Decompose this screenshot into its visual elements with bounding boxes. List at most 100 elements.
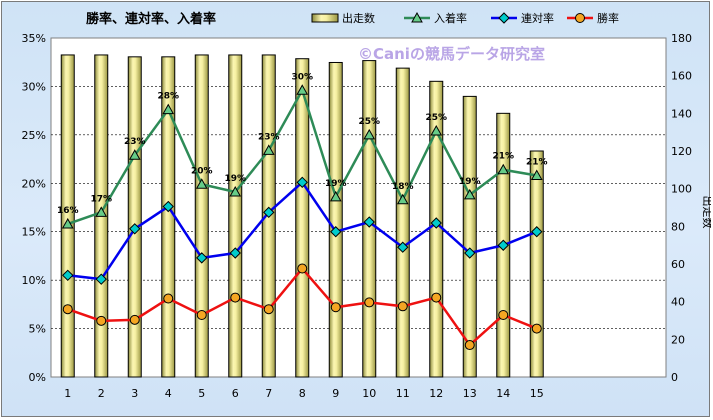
plot-area: [50, 37, 667, 378]
circle-marker: [263, 304, 274, 315]
y-left-tick-label: 15%: [22, 226, 46, 239]
legend-bar-swatch: [311, 13, 339, 23]
y-right-tick-label: 20: [671, 333, 685, 346]
triangle-marker: [329, 190, 342, 202]
x-tick-label: 12: [429, 387, 443, 400]
data-label: 16%: [57, 206, 79, 216]
x-tick-label: 9: [332, 387, 339, 400]
legend-label: 連対率: [521, 11, 554, 25]
circle-marker: [96, 315, 107, 326]
x-tick-label: 11: [396, 387, 410, 400]
circle-marker: [464, 340, 475, 351]
data-label: 19%: [325, 179, 347, 189]
diamond-marker: [196, 252, 208, 264]
triangle-marker: [363, 128, 376, 140]
circle-marker: [364, 297, 375, 308]
bar: [127, 56, 142, 378]
x-tick-label: 7: [265, 387, 272, 400]
data-label: 30%: [291, 72, 313, 82]
y-right-tick-label: 100: [671, 183, 692, 196]
triangle-marker: [296, 84, 309, 95]
axes: 0% 5% 10% 15% 20% 25% 30% 35% 0 20 40 60 80 100 120 140…: [22, 32, 711, 400]
triangle-marker: [530, 169, 543, 181]
y-left-tick-label: 5%: [29, 323, 46, 336]
diamond-marker: [296, 176, 308, 189]
legend-label: 勝率: [597, 11, 619, 25]
legend-label: 入着率: [434, 11, 467, 25]
circle-marker: [196, 310, 207, 321]
y-right-tick-label: 80: [671, 220, 685, 233]
x-tick-label: 14: [496, 387, 510, 400]
data-label: 21%: [526, 158, 548, 168]
legend: 出走数 入着率 連対率 勝率: [311, 11, 619, 25]
data-label: 19%: [224, 174, 246, 184]
triangle-marker: [463, 188, 476, 200]
x-tick-label: 3: [131, 387, 138, 400]
bar: [395, 67, 410, 378]
lines-group: 16% 17% 23% 28% 20% 19% 23% 30% 19% 25% 18% 25% 19% 2…: [57, 72, 548, 351]
diamond-marker: [430, 217, 442, 229]
y-right-tick-label: 120: [671, 145, 692, 158]
circle-marker: [330, 302, 341, 313]
diamond-marker: [162, 200, 174, 213]
y-right-tick-label: 160: [671, 70, 692, 83]
y-right-tick-label: 140: [671, 107, 692, 120]
data-label: 17%: [90, 194, 112, 204]
data-label: 25%: [425, 113, 447, 123]
x-tick-label: 6: [232, 387, 239, 400]
watermark: ©Caniの競馬データ研究室: [358, 45, 545, 63]
data-label: 28%: [157, 92, 179, 102]
legend-label: 出走数: [342, 11, 375, 25]
triangle-marker: [229, 185, 242, 197]
circle-marker: [498, 310, 509, 321]
plot-background: [50, 37, 667, 378]
y-left-tick-label: 25%: [22, 129, 46, 142]
triangle-marker: [430, 124, 443, 136]
triangle-marker: [95, 206, 108, 217]
legend-diamond-marker: [498, 12, 510, 24]
triangle-marker: [195, 178, 208, 189]
x-tick-label: 2: [98, 387, 105, 400]
x-tick-label: 8: [299, 387, 306, 400]
x-tick-label: 5: [198, 387, 205, 400]
triangle-marker: [262, 144, 275, 155]
y-left-tick-label: 35%: [22, 32, 46, 45]
data-label: 25%: [358, 117, 380, 127]
diamond-marker: [62, 269, 74, 282]
x-tick-label: 15: [530, 387, 544, 400]
x-tick-label: 4: [165, 387, 172, 400]
bar: [194, 54, 209, 378]
circle-marker: [230, 292, 241, 303]
data-label: 18%: [392, 182, 414, 192]
diamond-marker: [229, 247, 241, 259]
chart-title: 勝率、連対率、入着率: [86, 11, 216, 27]
data-label: 19%: [459, 177, 481, 187]
legend-circle-marker: [575, 13, 585, 23]
circle-marker: [62, 304, 73, 315]
circle-marker: [129, 314, 140, 325]
diamond-marker: [363, 216, 375, 228]
y-right-tick-label: 0: [671, 371, 678, 384]
triangle-marker: [162, 103, 175, 115]
bar: [328, 61, 343, 378]
diamond-marker: [497, 239, 509, 251]
diamond-marker: [263, 206, 275, 219]
y-right-tick-label: 40: [671, 296, 685, 309]
y-right-tick-label: 180: [671, 32, 692, 45]
circle-marker: [397, 301, 408, 312]
bar: [295, 58, 310, 378]
diamond-marker: [95, 273, 107, 285]
data-label: 21%: [492, 152, 514, 162]
diamond-marker: [464, 247, 476, 259]
y-right-axis-label: 出走数: [701, 196, 711, 229]
y-left-tick-label: 30%: [22, 80, 46, 93]
y-left-tick-label: 10%: [22, 274, 46, 287]
y-left-tick-label: 20%: [22, 177, 46, 190]
data-label: 23%: [258, 132, 280, 142]
bar: [60, 54, 75, 378]
bar: [228, 54, 243, 378]
circle-marker: [431, 292, 442, 303]
x-tick-label: 10: [362, 387, 376, 400]
data-label: 20%: [191, 166, 213, 176]
triangle-marker: [497, 163, 510, 175]
